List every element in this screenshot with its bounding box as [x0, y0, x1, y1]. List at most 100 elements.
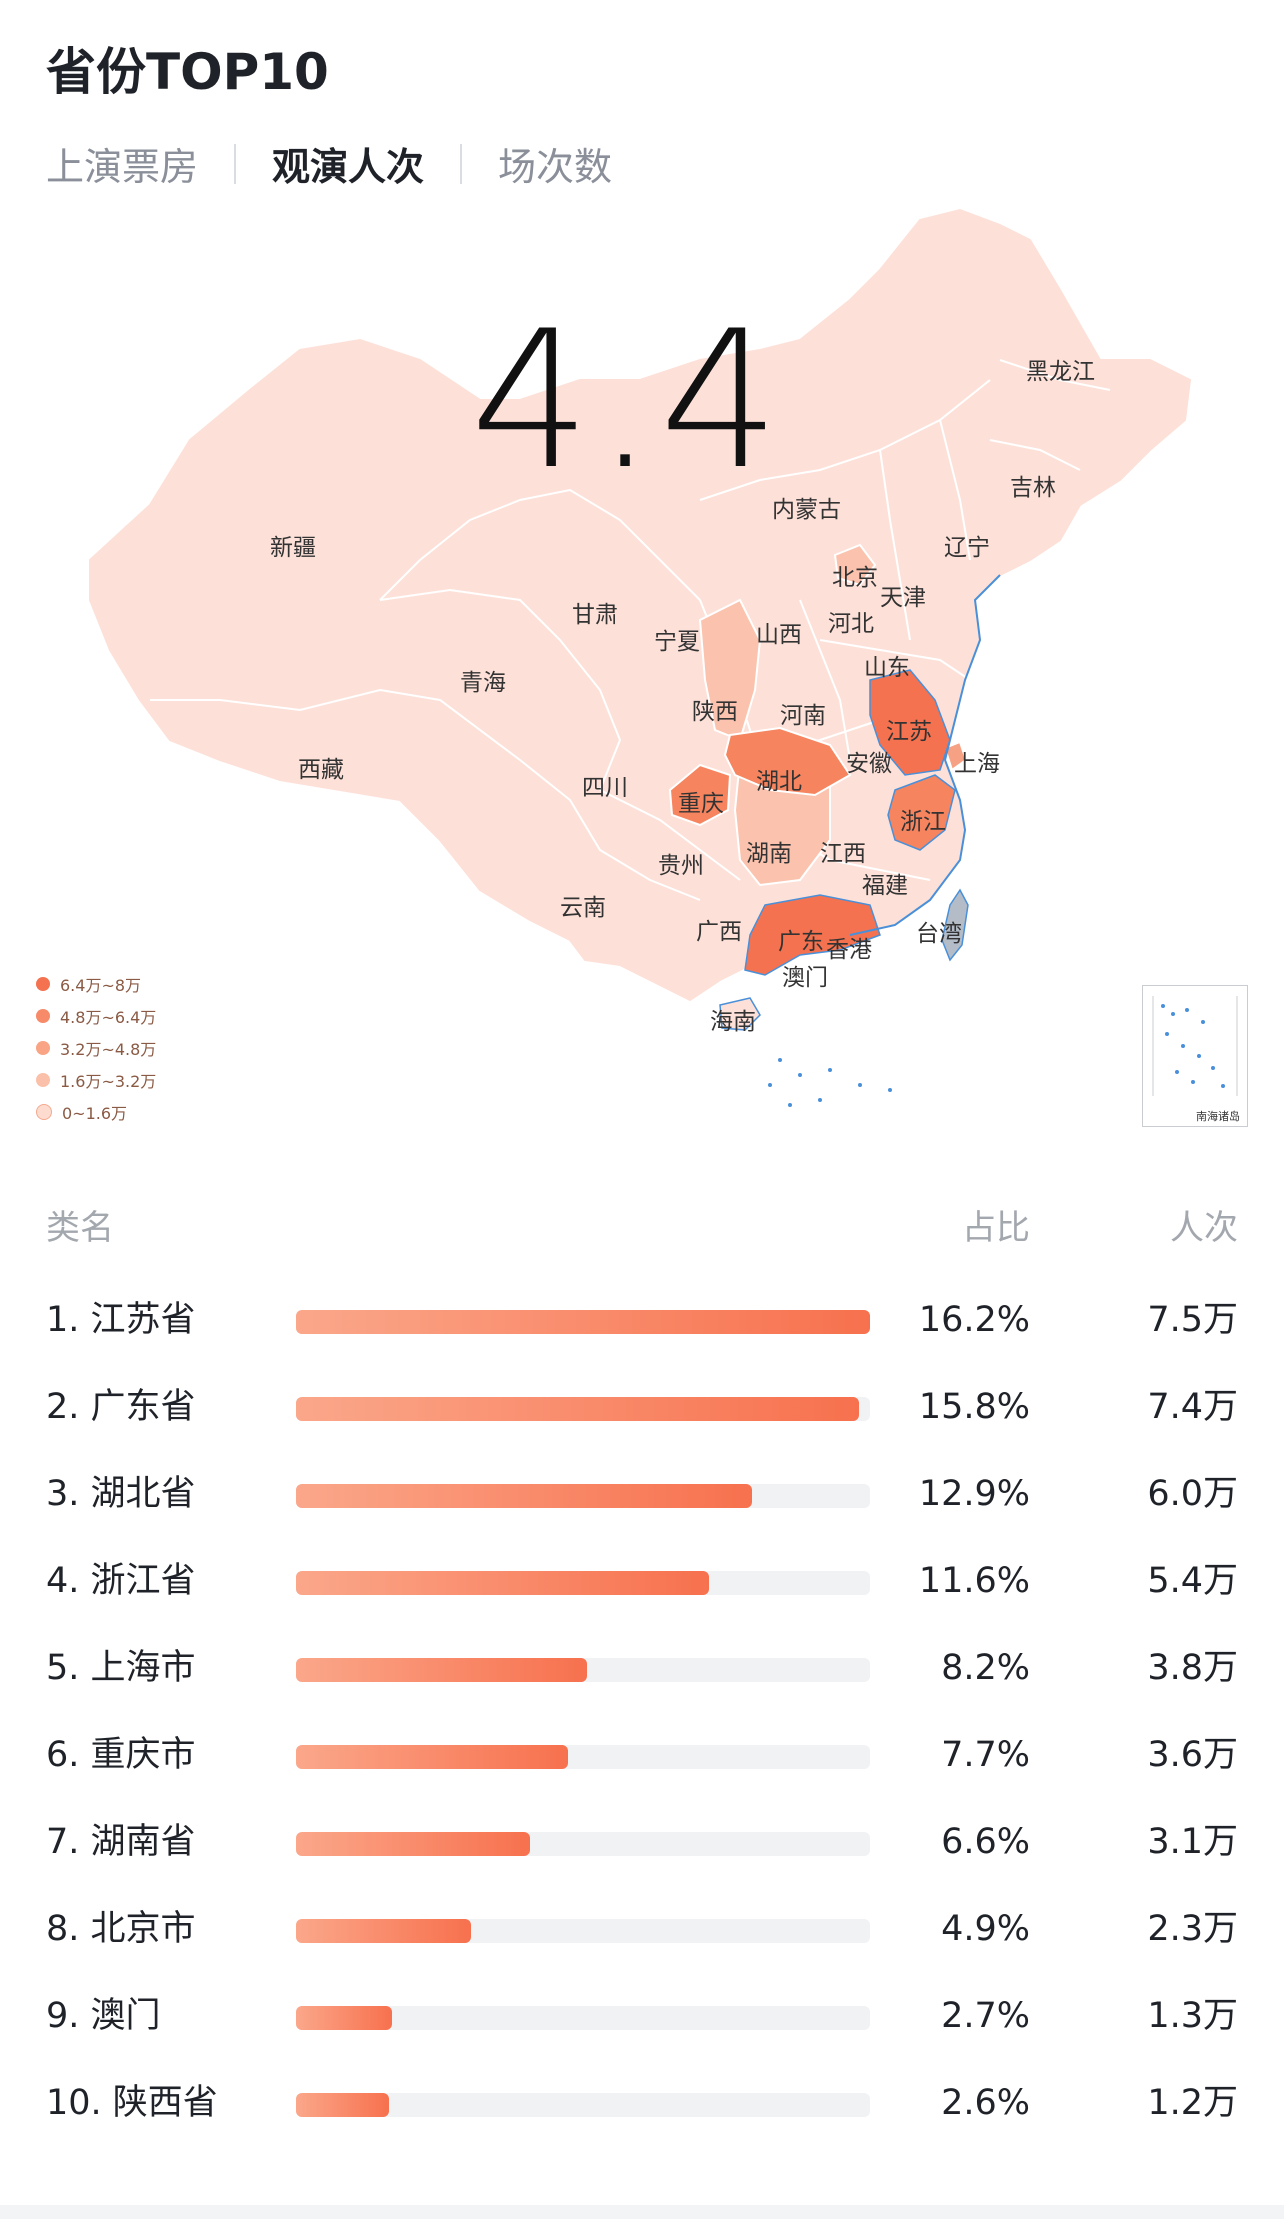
label-hebei: 河北 [828, 611, 874, 637]
region-hubei [723, 726, 852, 797]
row-bar-track [296, 1832, 870, 1856]
region-chongqing [668, 763, 732, 827]
label-hunan: 湖南 [746, 841, 792, 867]
header-ratio: 占比 [962, 1208, 1030, 1248]
legend-item: 1.6万~3.2万 [36, 1064, 156, 1096]
label-shanxi: 山西 [756, 622, 802, 648]
row-name: 6. 重庆市 [46, 1735, 196, 1775]
row-bar-track [296, 1745, 870, 1769]
legend-label: 1.6万~3.2万 [60, 1072, 157, 1091]
list-item[interactable]: 1. 江苏省 16.2% 7.5万 [0, 1290, 1284, 1350]
label-jilin: 吉林 [1010, 475, 1056, 501]
header-count: 人次 [1170, 1208, 1238, 1248]
row-bar-fill [296, 1832, 530, 1856]
label-shaanxi: 陕西 [692, 699, 738, 725]
south-sea-islands [768, 1058, 892, 1107]
list-item[interactable]: 6. 重庆市 7.7% 3.6万 [0, 1725, 1284, 1785]
label-sichuan: 四川 [582, 775, 628, 801]
label-shandong: 山东 [864, 655, 910, 681]
row-bar-track [296, 1397, 870, 1421]
list-item[interactable]: 3. 湖北省 12.9% 6.0万 [0, 1464, 1284, 1524]
inset-label: 南海诸岛 [1196, 1110, 1240, 1123]
legend-dot [36, 1073, 50, 1087]
label-chongqing: 重庆 [678, 791, 724, 817]
list-item[interactable]: 4. 浙江省 11.6% 5.4万 [0, 1551, 1284, 1611]
label-aomen: 澳门 [782, 965, 828, 991]
legend-item: 4.8万~6.4万 [36, 1000, 156, 1032]
row-ratio: 4.9% [941, 1909, 1030, 1949]
row-bar-track [296, 2006, 870, 2030]
legend-dot [36, 977, 50, 991]
label-jiangxi: 江西 [820, 841, 866, 867]
label-xinjiang: 新疆 [270, 535, 316, 561]
legend-item: 0~1.6万 [36, 1096, 156, 1128]
row-bar-track [296, 2093, 870, 2117]
province-borders [150, 359, 1111, 901]
list-item[interactable]: 10. 陕西省 2.6% 1.2万 [0, 2073, 1284, 2133]
label-xianggang: 香港 [826, 937, 872, 963]
list-item[interactable]: 7. 湖南省 6.6% 3.1万 [0, 1812, 1284, 1872]
region-shaanxi [698, 598, 762, 742]
tab-attendance[interactable]: 观演人次 [272, 145, 425, 189]
label-guangdong: 广东 [778, 929, 824, 955]
legend-dot [36, 1041, 50, 1055]
label-tianjin: 天津 [880, 585, 926, 611]
region-zhejiang [887, 774, 956, 851]
label-jiangsu: 江苏 [886, 719, 932, 745]
coastline [849, 574, 1001, 936]
list-item[interactable]: 5. 上海市 8.2% 3.8万 [0, 1638, 1284, 1698]
label-guangxi: 广西 [696, 919, 742, 945]
row-bar-fill [296, 1919, 472, 1943]
row-name: 1. 江苏省 [46, 1300, 196, 1340]
row-name: 9. 澳门 [46, 1996, 161, 2036]
region-beijing [833, 543, 877, 587]
row-ratio: 8.2% [941, 1648, 1030, 1688]
row-name: 2. 广东省 [46, 1387, 196, 1427]
label-beijing: 北京 [832, 565, 878, 591]
tab-sessions[interactable]: 场次数 [498, 145, 613, 189]
header-name: 类名 [46, 1208, 114, 1248]
label-guizhou: 贵州 [658, 853, 704, 879]
row-bar-fill [296, 2006, 392, 2030]
label-heilongjiang: 黑龙江 [1026, 359, 1095, 385]
row-name: 4. 浙江省 [46, 1561, 196, 1601]
row-bar-track [296, 1919, 870, 1943]
legend-label: 0~1.6万 [62, 1104, 128, 1123]
row-ratio: 12.9% [918, 1474, 1030, 1514]
region-taiwan [941, 888, 969, 962]
china-map: 新疆 西藏 青海 甘肃 内蒙古 黑龙江 吉林 辽宁 北京 天津 河北 山西 宁夏… [0, 200, 1284, 1140]
legend-dot [36, 1009, 50, 1023]
region-shanghai [943, 740, 968, 772]
label-qinghai: 青海 [460, 670, 506, 696]
legend-label: 3.2万~4.8万 [60, 1040, 157, 1059]
list-item[interactable]: 2. 广东省 15.8% 7.4万 [0, 1377, 1284, 1437]
province-labels: 新疆 西藏 青海 甘肃 内蒙古 黑龙江 吉林 辽宁 北京 天津 河北 山西 宁夏… [0, 200, 1284, 1140]
tab-divider [234, 143, 237, 184]
legend-label: 4.8万~6.4万 [60, 1008, 157, 1027]
row-count: 1.2万 [1147, 2083, 1238, 2123]
row-bar-track [296, 1310, 870, 1334]
label-xizang: 西藏 [298, 757, 344, 783]
row-name: 5. 上海市 [46, 1648, 196, 1688]
label-shanghai: 上海 [954, 751, 1000, 777]
tab-box-office[interactable]: 上演票房 [46, 145, 199, 189]
row-ratio: 15.8% [918, 1387, 1030, 1427]
label-henan: 河南 [780, 703, 826, 729]
metric-tabs: 上演票房 观演人次 场次数 [46, 136, 612, 191]
row-ratio: 2.6% [941, 2083, 1030, 2123]
list-item[interactable]: 8. 北京市 4.9% 2.3万 [0, 1899, 1284, 1959]
bottom-divider [0, 2205, 1284, 2219]
label-hubei: 湖北 [756, 769, 802, 795]
label-taiwan: 台湾 [916, 921, 962, 947]
row-count: 6.0万 [1147, 1474, 1238, 1514]
label-zhejiang: 浙江 [900, 809, 946, 835]
tab-divider [460, 143, 463, 184]
row-ratio: 16.2% [918, 1300, 1030, 1340]
row-ratio: 11.6% [918, 1561, 1030, 1601]
row-name: 8. 北京市 [46, 1909, 196, 1949]
row-ratio: 7.7% [941, 1735, 1030, 1775]
row-count: 7.4万 [1147, 1387, 1238, 1427]
label-gansu: 甘肃 [572, 602, 618, 628]
row-count: 1.3万 [1147, 1996, 1238, 2036]
list-item[interactable]: 9. 澳门 2.7% 1.3万 [0, 1986, 1284, 2046]
